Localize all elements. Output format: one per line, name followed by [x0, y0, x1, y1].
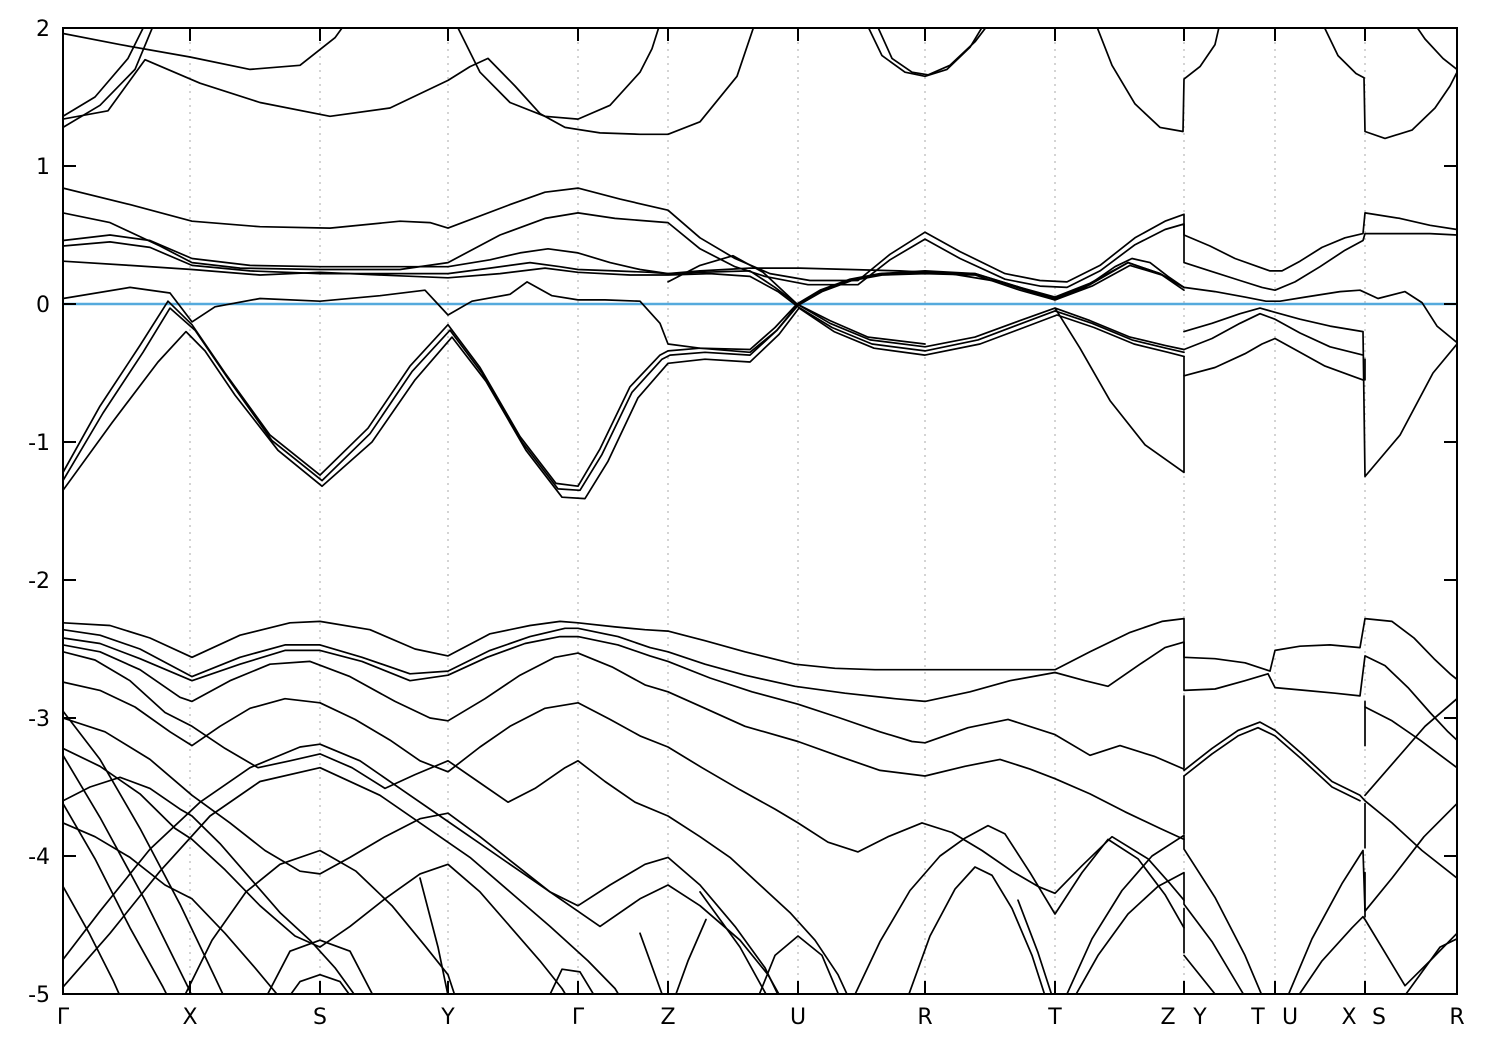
- band-line: [289, 973, 351, 994]
- band-line: [63, 635, 1457, 879]
- plot-border: [62, 27, 1458, 995]
- band-line: [63, 260, 1185, 354]
- band-line: [639, 932, 663, 994]
- band-line: [184, 849, 456, 994]
- tick-marks: [62, 27, 1458, 995]
- band-line: [675, 918, 707, 994]
- band-line: [1287, 802, 1457, 994]
- k-point-label: U: [790, 1005, 806, 1030]
- band-line: [1364, 697, 1457, 797]
- k-point-label: T: [1047, 1005, 1062, 1030]
- band-line: [1017, 899, 1053, 994]
- band-line: [63, 307, 1185, 500]
- k-point-label: Y: [1192, 1005, 1207, 1030]
- band-line: [63, 28, 755, 136]
- k-point-label: Γ: [572, 1005, 585, 1030]
- band-line: [63, 747, 567, 994]
- k-point-label: S: [1372, 1005, 1386, 1030]
- y-tick-label: -4: [28, 845, 50, 870]
- k-point-label: Γ: [57, 1005, 70, 1030]
- band-line: [63, 743, 780, 994]
- band-line: [1054, 307, 1364, 474]
- band-line: [1404, 937, 1457, 994]
- k-point-label: T: [1250, 1005, 1265, 1030]
- band-line: [854, 824, 1185, 994]
- band-line: [1066, 834, 1263, 994]
- band-line: [63, 187, 1457, 283]
- y-tick-label: -5: [28, 983, 50, 1008]
- band-line: [549, 968, 595, 994]
- band-line: [63, 885, 121, 994]
- y-tick-label: 0: [36, 293, 50, 318]
- band-line: [1416, 28, 1457, 71]
- y-tick-label: -2: [28, 569, 50, 594]
- y-axis-labels: 2 1 0 -1 -2 -3 -4 -5: [28, 17, 50, 1008]
- k-point-label: Z: [660, 1005, 675, 1030]
- band-line: [63, 717, 779, 994]
- band-line: [1323, 28, 1457, 140]
- band-line: [1075, 871, 1245, 994]
- band-line: [63, 644, 1185, 841]
- k-point-label: S: [313, 1005, 327, 1030]
- band-line: [419, 877, 449, 994]
- band-line: [1096, 28, 1220, 133]
- band-line: [63, 241, 1364, 356]
- k-point-label: X: [1341, 1005, 1356, 1030]
- band-line: [63, 28, 145, 118]
- band-line: [1183, 726, 1361, 802]
- k-point-label: U: [1282, 1005, 1298, 1030]
- k-point-label: Z: [1160, 1005, 1175, 1030]
- k-point-label: R: [1449, 1005, 1464, 1030]
- band-line: [908, 866, 1046, 994]
- band-line: [877, 28, 987, 76]
- band-line: [1298, 915, 1457, 994]
- y-tick-label: -1: [28, 431, 50, 456]
- y-tick-label: 2: [36, 17, 50, 42]
- band-line: [667, 254, 926, 345]
- band-line: [457, 28, 660, 120]
- band-line: [1183, 307, 1457, 478]
- k-point-label: X: [182, 1005, 197, 1030]
- band-line: [63, 650, 848, 994]
- band-line: [63, 617, 1457, 681]
- band-line: [1364, 706, 1457, 769]
- y-tick-label: -3: [28, 707, 50, 732]
- k-point-label: Y: [440, 1005, 455, 1030]
- band-line: [1183, 954, 1217, 994]
- band-line: [758, 935, 840, 994]
- band-line: [63, 766, 620, 994]
- band-line: [63, 776, 356, 994]
- band-line: [266, 939, 374, 994]
- band-line: [63, 28, 344, 71]
- band-line: [699, 891, 767, 994]
- band-line: [63, 822, 278, 994]
- band-line: [63, 627, 1457, 741]
- band-line: [63, 264, 1185, 492]
- band-line: [63, 261, 1185, 488]
- band-line: [63, 212, 1457, 292]
- band-line: [63, 710, 224, 994]
- y-tick-label: 1: [36, 155, 50, 180]
- k-point-label: R: [917, 1005, 932, 1030]
- band-lines: [63, 28, 1457, 994]
- band-line: [63, 681, 1185, 902]
